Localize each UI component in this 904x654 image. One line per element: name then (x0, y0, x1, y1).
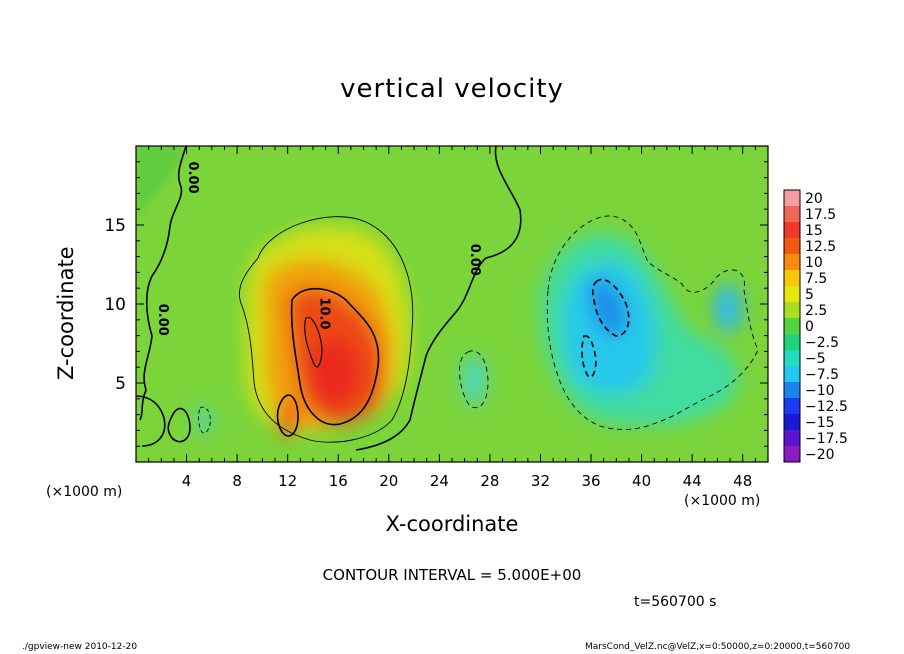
y-axis-ticks: 5 10 15 (104, 161, 768, 447)
time-label: t=560700 s (634, 594, 717, 610)
downdraft-core (589, 279, 627, 337)
x-tick-label: 32 (531, 472, 550, 490)
contour-zero-low (136, 395, 166, 447)
y-tick-label: 15 (104, 216, 126, 236)
contour-zero-dip (167, 407, 191, 443)
colorbar-frame (783, 189, 801, 463)
downdraft-east (714, 284, 742, 332)
colorbar-cell (784, 382, 800, 398)
colorbar-cell (784, 254, 800, 270)
colorbar-label: 5 (805, 287, 814, 303)
contour-label: 0.00 (185, 162, 200, 194)
colorbar-label: 12.5 (805, 239, 836, 255)
contour-label-group: 0.00 10.0 0.00 0.00 (155, 162, 482, 336)
colorbar-cell (784, 366, 800, 382)
x-tick-label: 40 (632, 472, 651, 490)
colorbar-label: 20 (805, 191, 823, 207)
contour-five-positive (238, 216, 414, 443)
contour-ten-lobe (276, 394, 299, 437)
green-bands (136, 146, 186, 218)
contour-label: 0.00 (467, 244, 482, 276)
downdraft-tiny (196, 408, 212, 432)
contour-five-negative-small (459, 350, 489, 409)
colorbar-label: −5 (805, 351, 826, 367)
y-axis-label: Z-coordinate (54, 246, 78, 380)
downdraft-region (196, 233, 742, 432)
x-axis-ticks: 4 8 12 16 20 24 28 32 36 40 44 48 (148, 146, 756, 490)
colorbar-cell (784, 302, 800, 318)
colorbar-cell (784, 222, 800, 238)
x-unit-left: (×1000 m) (46, 484, 123, 500)
y-tick-label: 10 (104, 295, 126, 315)
colorbar-label: 15 (805, 223, 823, 239)
colorbar-cell (784, 190, 800, 206)
x-tick-label: 48 (733, 472, 752, 490)
colorbar-cell (784, 286, 800, 302)
colorbar-label: 10 (805, 255, 823, 271)
contour-label: 10.0 (317, 297, 332, 329)
x-tick-label: 16 (329, 472, 348, 490)
x-tick-label: 44 (683, 472, 702, 490)
x-tick-label: 28 (480, 472, 499, 490)
colorbar-label: −20 (805, 447, 835, 463)
colorbar-label: 0 (805, 319, 814, 335)
colorbar-cell (784, 206, 800, 222)
colorbar: 2017.51512.5107.552.50−2.5−5−7.5−10−12.5… (783, 189, 848, 463)
colorbar-cell (784, 238, 800, 254)
footer-left: ./gpview-new 2010-12-20 (22, 642, 138, 652)
band-left (136, 146, 186, 218)
contour-label: 0.00 (155, 304, 170, 336)
contour-five-negative-tiny (198, 406, 211, 434)
contour-ten-negative-2 (581, 335, 597, 378)
colorbar-label: −15 (805, 415, 835, 431)
colorbar-cell (784, 270, 800, 286)
x-tick-label: 12 (278, 472, 297, 490)
contour-five-negative (546, 215, 759, 430)
x-tick-label: 24 (430, 472, 449, 490)
colorbar-label: −12.5 (805, 399, 848, 415)
contour-fifteen-positive (304, 316, 323, 368)
colorbar-cell (784, 446, 800, 462)
x-tick-label: 36 (581, 472, 600, 490)
colorbar-cell (784, 318, 800, 334)
contour-zero-mid (355, 146, 522, 451)
colorbar-label: −10 (805, 383, 835, 399)
x-tick-label: 20 (379, 472, 398, 490)
chart-title: vertical velocity (340, 74, 564, 104)
colorbar-cell (784, 430, 800, 446)
colorbar-cell (784, 350, 800, 366)
contour-interval: CONTOUR INTERVAL = 5.000E+00 (322, 566, 582, 584)
contour-ten-negative (591, 278, 630, 337)
contour-ten-positive (290, 288, 380, 426)
x-unit-right: (×1000 m) (684, 493, 761, 509)
x-tick-label: 4 (182, 472, 192, 490)
heatmap-field (136, 146, 768, 462)
footer-right: MarsCond_VelZ.nc@VelZ,x=0:50000,z=0:2000… (585, 642, 851, 652)
colorbar-label: 2.5 (805, 303, 827, 319)
colorbar-label: 7.5 (805, 271, 827, 287)
colorbar-label: −2.5 (805, 335, 839, 351)
colorbar-label: −17.5 (805, 431, 848, 447)
colorbar-label: −7.5 (805, 367, 839, 383)
y-tick-label: 5 (115, 374, 126, 394)
x-axis-label: X-coordinate (385, 512, 519, 536)
contour-zero-west (139, 146, 187, 421)
colorbar-label: 17.5 (805, 207, 836, 223)
updraft-peak (308, 338, 360, 406)
colorbar-cell (784, 334, 800, 350)
downdraft-small (462, 356, 486, 404)
colorbar-cell (784, 398, 800, 414)
colorbar-cell (784, 414, 800, 430)
contour-lines (136, 146, 759, 451)
x-tick-label: 8 (232, 472, 242, 490)
